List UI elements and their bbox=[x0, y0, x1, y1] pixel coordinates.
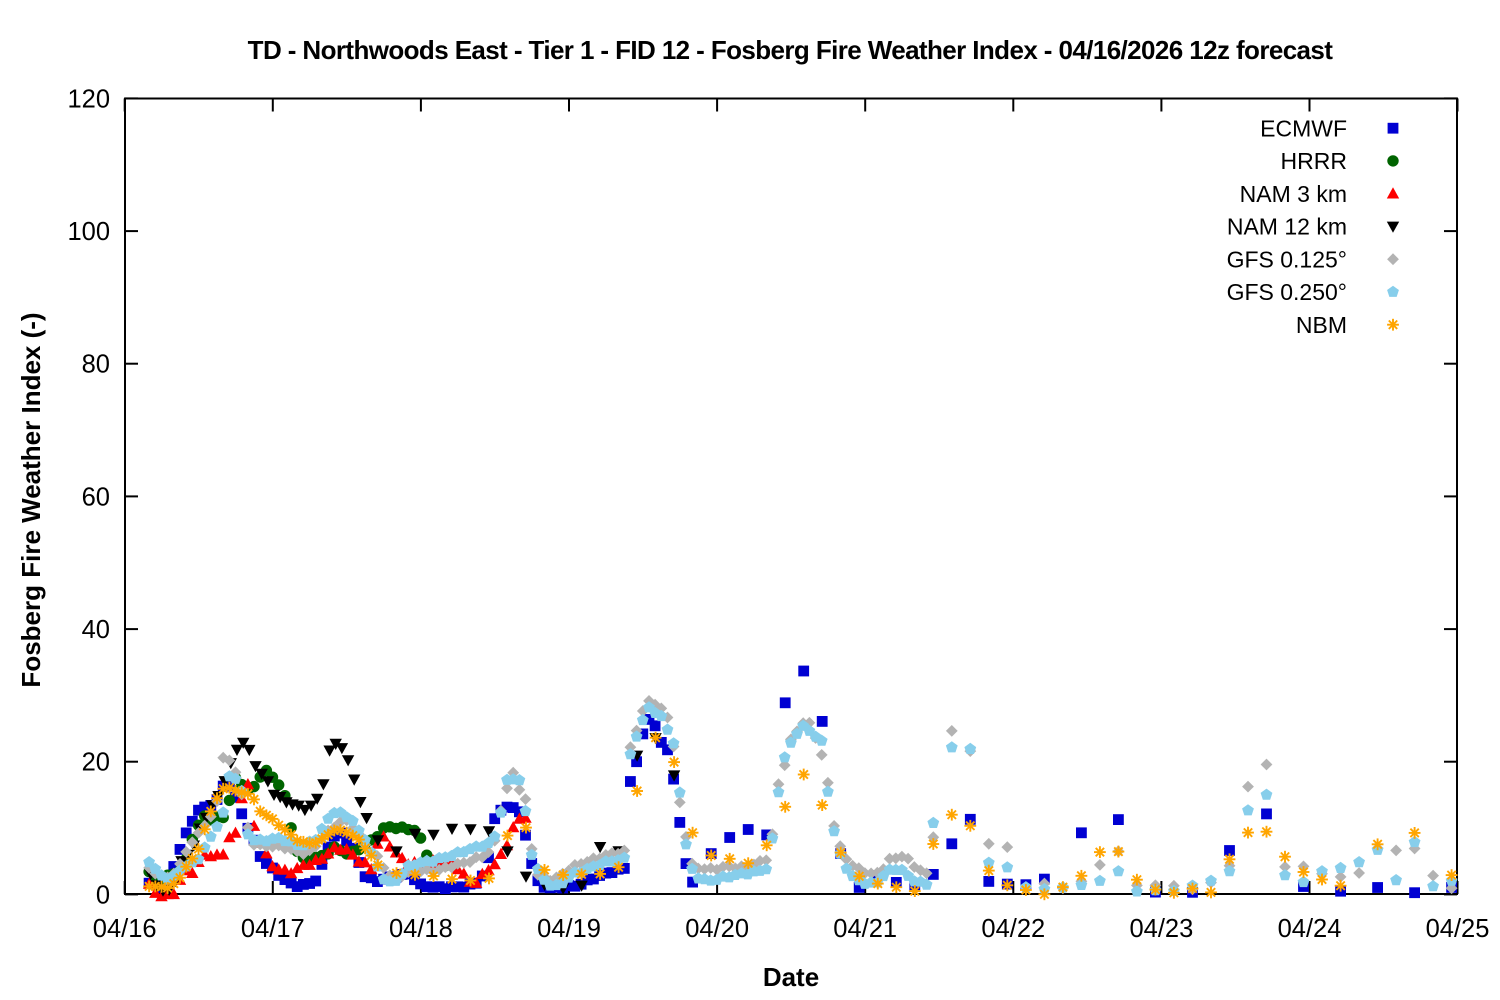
svg-text:Fosberg Fire Weather Index (-): Fosberg Fire Weather Index (-) bbox=[16, 312, 46, 687]
svg-text:Date: Date bbox=[763, 962, 819, 992]
svg-text:80: 80 bbox=[82, 351, 110, 379]
svg-text:GFS 0.250°: GFS 0.250° bbox=[1227, 279, 1347, 305]
svg-text:NAM 3 km: NAM 3 km bbox=[1240, 181, 1347, 207]
svg-text:04/24: 04/24 bbox=[1278, 915, 1342, 943]
svg-text:04/22: 04/22 bbox=[981, 915, 1045, 943]
svg-text:HRRR: HRRR bbox=[1281, 148, 1347, 174]
svg-text:120: 120 bbox=[67, 85, 110, 113]
svg-text:60: 60 bbox=[82, 483, 110, 511]
svg-text:0: 0 bbox=[96, 881, 110, 909]
svg-text:04/16: 04/16 bbox=[93, 915, 157, 943]
svg-text:04/19: 04/19 bbox=[537, 915, 601, 943]
svg-text:GFS 0.125°: GFS 0.125° bbox=[1227, 246, 1347, 272]
svg-text:20: 20 bbox=[82, 749, 110, 777]
svg-text:04/25: 04/25 bbox=[1426, 915, 1490, 943]
svg-text:100: 100 bbox=[67, 218, 110, 246]
svg-text:ECMWF: ECMWF bbox=[1260, 115, 1347, 141]
svg-text:NAM 12 km: NAM 12 km bbox=[1227, 214, 1347, 240]
svg-text:40: 40 bbox=[82, 616, 110, 644]
svg-text:04/21: 04/21 bbox=[833, 915, 897, 943]
svg-text:TD - Northwoods East - Tier 1: TD - Northwoods East - Tier 1 - FID 12 -… bbox=[248, 35, 1334, 65]
svg-text:04/20: 04/20 bbox=[685, 915, 749, 943]
svg-text:04/18: 04/18 bbox=[389, 915, 453, 943]
svg-text:NBM: NBM bbox=[1296, 312, 1347, 338]
svg-text:04/23: 04/23 bbox=[1129, 915, 1193, 943]
svg-text:04/17: 04/17 bbox=[241, 915, 305, 943]
